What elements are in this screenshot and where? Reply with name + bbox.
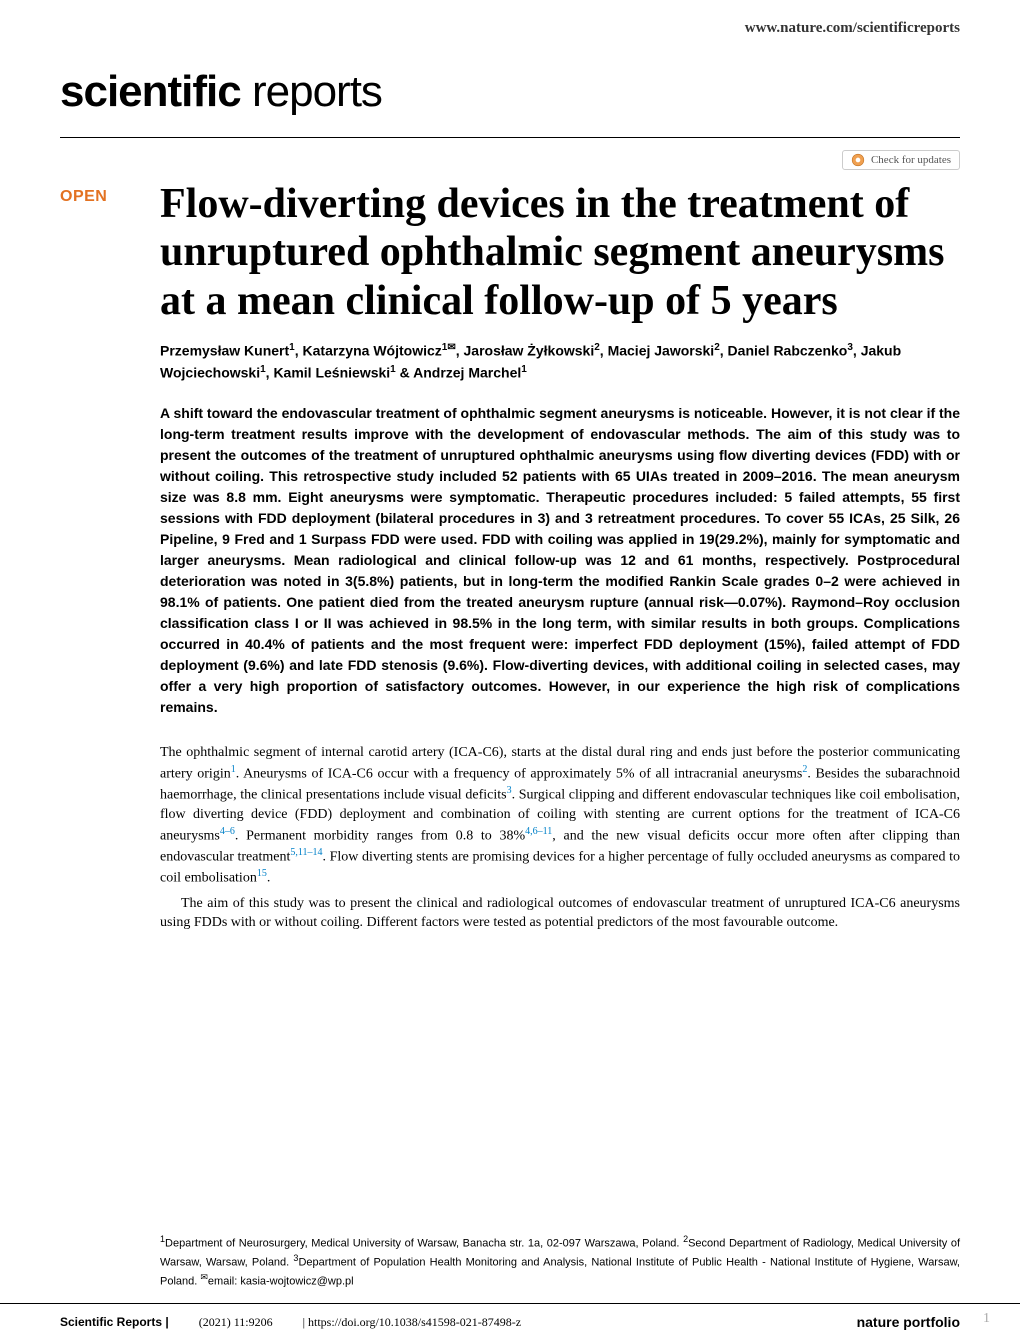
authors-list: Przemysław Kunert1, Katarzyna Wójtowicz1… (160, 340, 960, 383)
footer-left: Scientific Reports | (2021) 11:9206 | ht… (60, 1315, 521, 1330)
article-title: Flow-diverting devices in the treatment … (160, 180, 960, 325)
page-number: 1 (983, 1311, 990, 1327)
footer-doi: | https://doi.org/10.1038/s41598-021-874… (303, 1315, 522, 1330)
open-access-column: OPEN (60, 180, 140, 938)
ref-link[interactable]: 4,6–11 (525, 826, 552, 837)
page-footer: Scientific Reports | (2021) 11:9206 | ht… (0, 1303, 1020, 1340)
journal-name-bold: scientific (60, 67, 241, 116)
body-text-span: . Permanent morbidity ranges from 0.8 to… (235, 829, 525, 844)
open-access-badge: OPEN (60, 188, 140, 206)
abstract: A shift toward the endovascular treatmen… (160, 403, 960, 718)
footer-citation: (2021) 11:9206 (199, 1315, 273, 1330)
journal-title: scientific reports (0, 37, 1020, 137)
body-text-span: The aim of this study was to present the… (160, 894, 960, 933)
body-paragraph-2: The aim of this study was to present the… (160, 894, 960, 933)
body-paragraph-1: The ophthalmic segment of internal carot… (160, 743, 960, 888)
site-header: www.nature.com/scientificreports (0, 0, 1020, 37)
check-updates-icon (851, 153, 865, 167)
footer-publisher: nature portfolio (857, 1314, 960, 1330)
footer-journal: Scientific Reports | (60, 1315, 169, 1330)
ref-link[interactable]: 5,11–14 (290, 847, 322, 858)
main-column: Flow-diverting devices in the treatment … (160, 180, 960, 938)
check-updates-badge[interactable]: Check for updates (842, 150, 960, 170)
article-content: OPEN Flow-diverting devices in the treat… (0, 170, 1020, 938)
journal-name-light: reports (241, 67, 382, 116)
check-updates-row: Check for updates (0, 138, 1020, 170)
affiliations: 1Department of Neurosurgery, Medical Uni… (160, 1233, 960, 1290)
site-url-link[interactable]: www.nature.com/scientificreports (745, 20, 960, 36)
check-updates-label: Check for updates (871, 154, 951, 166)
ref-link[interactable]: 15 (257, 868, 267, 879)
ref-link[interactable]: 4–6 (220, 826, 235, 837)
body-text-span: . (267, 871, 271, 886)
body-text-span: . Aneurysms of ICA-C6 occur with a frequ… (236, 766, 803, 781)
